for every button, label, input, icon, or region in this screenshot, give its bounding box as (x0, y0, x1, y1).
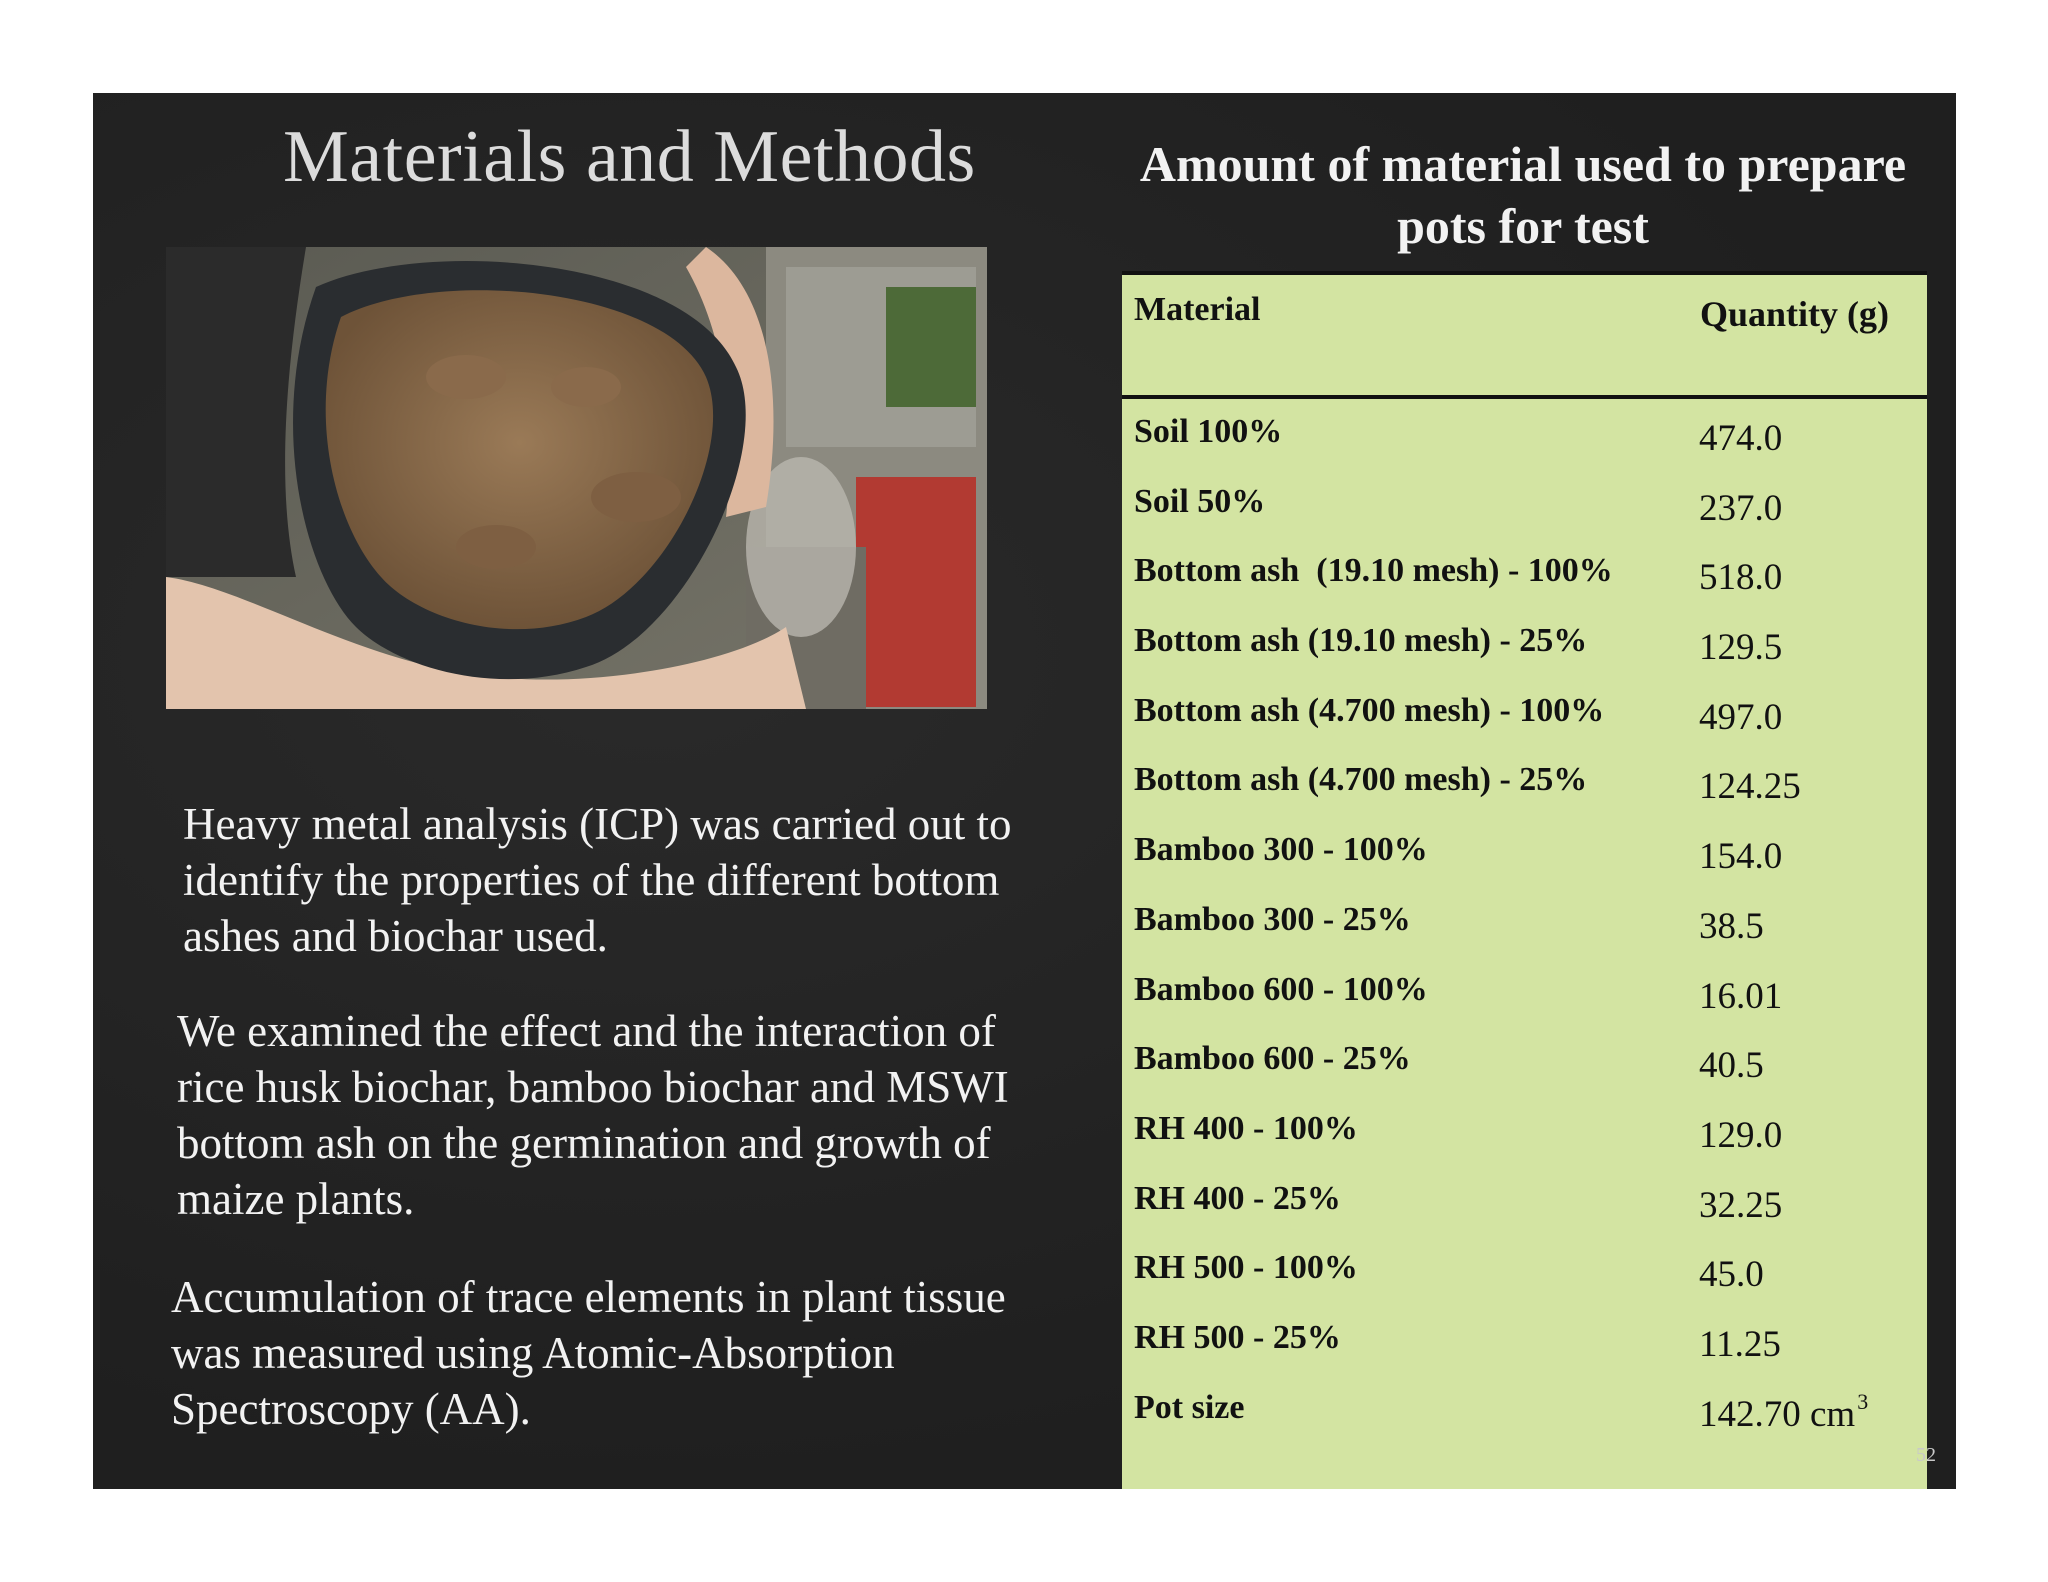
slide-title: Materials and Methods (283, 116, 976, 198)
table-row: Soil 50% 237.0 (1122, 473, 1927, 543)
column-header-quantity: Quantity (g) (1700, 294, 1889, 334)
paragraph-trace-elements: Accumulation of trace elements in plant … (171, 1272, 1006, 1434)
cell-quantity: 474.0 (1699, 417, 1782, 460)
paragraph-heavy-metal-analysis: Heavy metal analysis (ICP) was carried o… (183, 799, 1012, 961)
cell-material: Soil 100% (1134, 413, 1283, 450)
cell-quantity: 124.25 (1699, 765, 1801, 808)
table-row: Bamboo 300 - 100% 154.0 (1122, 821, 1927, 891)
cell-quantity: 40.5 (1699, 1044, 1764, 1087)
cell-quantity: 32.25 (1699, 1184, 1782, 1227)
cell-quantity-value: 124.25 (1699, 766, 1801, 808)
cell-material: RH 400 - 100% (1134, 1109, 1358, 1147)
cell-material: Bottom ash (19.10 mesh) - 100% (1134, 552, 1613, 590)
cell-material: Bottom ash (4.700 mesh) - 25% (1134, 761, 1588, 799)
cell-material: Bamboo 600 - 25% (1134, 1040, 1411, 1078)
cell-quantity-value: 129.0 (1699, 1114, 1783, 1156)
paragraph-effect-interaction: We examined the effect and the interacti… (177, 1006, 1009, 1224)
cell-material: Bamboo 300 - 100% (1134, 831, 1428, 869)
photo-illustration (166, 247, 987, 709)
cell-material: Bottom ash (4.700 mesh) - 100% (1134, 691, 1605, 729)
table-row: Bamboo 600 - 100% 16.01 (1122, 961, 1927, 1031)
cell-material: RH 500 - 25% (1134, 1318, 1341, 1356)
cell-quantity: 11.25 (1699, 1323, 1781, 1366)
table-row: Bottom ash (4.700 mesh) - 100% 497.0 (1122, 682, 1927, 752)
cell-material: Bamboo 600 - 100% (1134, 970, 1428, 1008)
cell-quantity-superscript: 3 (1857, 1388, 1869, 1414)
cell-quantity-value: 45.0 (1699, 1254, 1764, 1296)
cell-quantity: 129.0 (1699, 1114, 1782, 1157)
materials-table: Material Quantity (g) Soil 100% 474.0 Soil… (1122, 271, 1927, 1489)
cell-quantity-value: 16.01 (1699, 975, 1783, 1017)
table-row: Pot size 142.70 cm3 (1122, 1379, 1927, 1449)
cell-quantity-value: 38.5 (1699, 905, 1764, 947)
table-row: RH 400 - 25% 32.25 (1122, 1170, 1927, 1240)
slide: Materials and Methods (93, 93, 1956, 1489)
cell-quantity: 237.0 (1699, 487, 1782, 530)
cell-quantity-value: 497.0 (1699, 696, 1783, 738)
table-row: RH 500 - 25% 11.25 (1122, 1309, 1927, 1379)
table-row: Bottom ash (4.700 mesh) - 25% 124.25 (1122, 751, 1927, 821)
cell-quantity-value: 154.0 (1699, 836, 1783, 878)
table-header-row: Material Quantity (g) (1122, 275, 1927, 399)
cell-quantity-value: 237.0 (1699, 487, 1783, 529)
table-row: RH 500 - 100% 45.0 (1122, 1239, 1927, 1309)
cell-material: Soil 50% (1134, 482, 1266, 520)
cell-quantity: 497.0 (1699, 696, 1782, 739)
cell-quantity: 129.5 (1699, 626, 1782, 669)
cell-quantity-value: 40.5 (1699, 1045, 1764, 1087)
cell-material: Bamboo 300 - 25% (1134, 900, 1411, 938)
cell-quantity: 45.0 (1699, 1253, 1764, 1296)
cell-quantity-value: 518.0 (1699, 557, 1783, 599)
photo-pot-with-soil (166, 247, 987, 709)
cell-quantity-value: 11.25 (1699, 1323, 1781, 1365)
cell-quantity-value: 142.70 cm (1699, 1393, 1856, 1435)
cell-quantity: 142.70 cm3 (1699, 1389, 1868, 1436)
table-row: Bottom ash (19.10 mesh) - 25% 129.5 (1122, 612, 1927, 682)
cell-quantity-value: 32.25 (1699, 1184, 1783, 1226)
table-body: Soil 100% 474.0 Soil 50% 237.0 Bottom ash (1… (1122, 403, 1927, 1448)
table-row: RH 400 - 100% 129.0 (1122, 1100, 1927, 1170)
cell-material: Bottom ash (19.10 mesh) - 25% (1134, 622, 1588, 660)
cell-quantity-value: 474.0 (1699, 418, 1783, 459)
table-title: Amount of material used to prepare pots … (1139, 136, 1907, 254)
table-row: Soil 100% 474.0 (1122, 403, 1927, 473)
table-row: Bamboo 600 - 25% 40.5 (1122, 1030, 1927, 1100)
cell-quantity: 16.01 (1699, 975, 1782, 1018)
table-row: Bottom ash (19.10 mesh) - 100% 518.0 (1122, 542, 1927, 612)
cell-material: Pot size (1134, 1388, 1245, 1426)
cell-quantity: 518.0 (1699, 556, 1782, 599)
page-number: 52 (1916, 1444, 1936, 1466)
cell-material: RH 500 - 100% (1134, 1249, 1358, 1287)
column-header-material: Material (1134, 291, 1261, 328)
cell-quantity: 38.5 (1699, 905, 1764, 948)
cell-material: RH 400 - 25% (1134, 1179, 1341, 1217)
cell-quantity: 154.0 (1699, 835, 1782, 878)
cell-quantity-value: 129.5 (1699, 627, 1783, 669)
table-row: Bamboo 300 - 25% 38.5 (1122, 891, 1927, 961)
